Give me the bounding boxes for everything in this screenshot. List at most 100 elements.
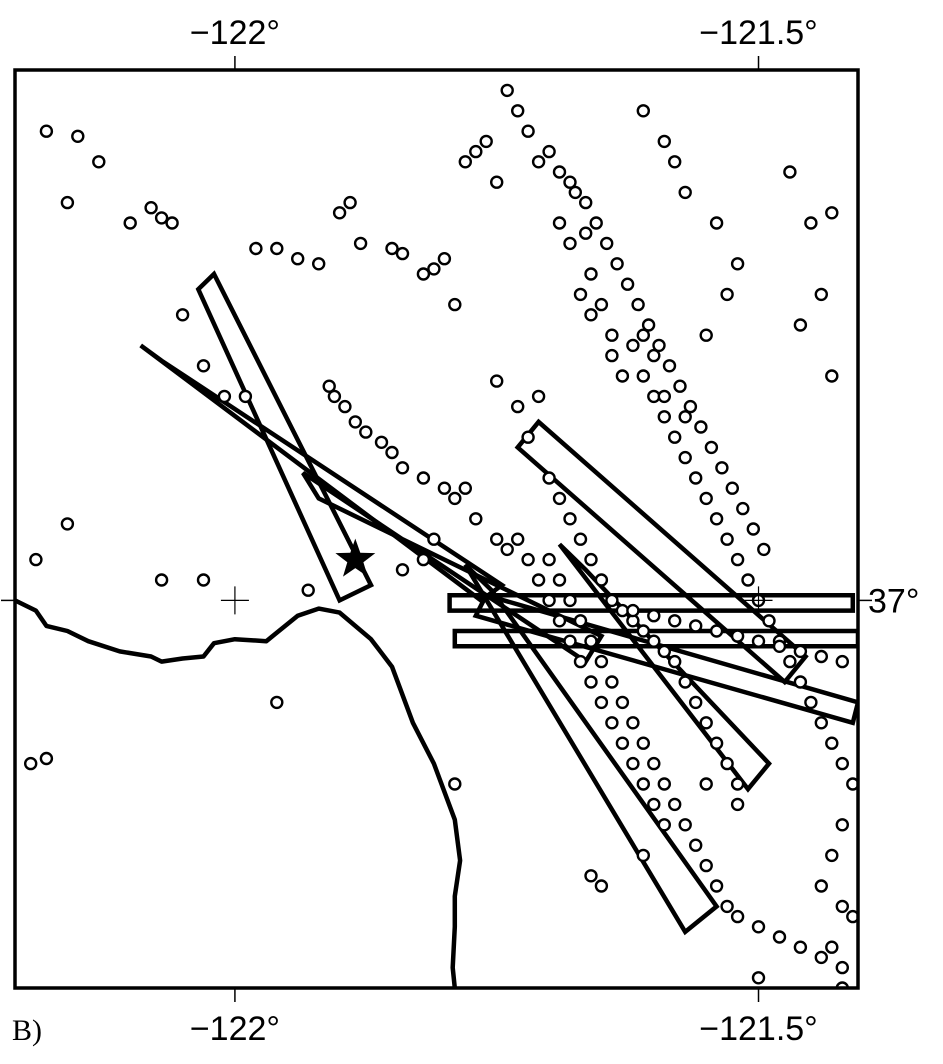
earthquake-point (825, 848, 839, 863)
earthquake-point (772, 930, 787, 944)
earthquake-point (92, 155, 106, 169)
earthquake-point (605, 716, 619, 730)
earthquake-point (542, 593, 556, 608)
earthquake-point (647, 634, 661, 648)
earthquake-point (620, 277, 635, 291)
earthquake-point (605, 328, 619, 342)
earthquake-point (657, 644, 671, 659)
earthquake-point (678, 185, 692, 200)
earthquake-point (730, 629, 745, 643)
earthquake-point (395, 563, 410, 577)
earthquake-point (657, 777, 671, 791)
earthquake-point (636, 369, 650, 383)
earthquake-point (720, 899, 734, 914)
earthquake-point (563, 236, 577, 251)
earthquake-point (584, 675, 598, 689)
earthquake-point (594, 297, 609, 312)
earthquake-point (327, 389, 342, 404)
earthquake-point (511, 104, 525, 118)
earthquake-point (338, 399, 352, 414)
earthquake-point (772, 639, 787, 653)
earthquake-point (29, 552, 43, 567)
earthquake-point (584, 552, 598, 567)
rupture-box-7 (447, 593, 856, 613)
earthquake-point (374, 435, 389, 449)
earthquake-point (814, 649, 828, 664)
earthquake-point (458, 155, 472, 169)
earthquake-point (699, 328, 713, 342)
earthquake-point (689, 619, 703, 633)
earthquake-point (626, 338, 640, 353)
earthquake-point (668, 654, 682, 669)
earthquake-point (552, 491, 567, 506)
earthquake-point (395, 246, 410, 261)
rupture-box-6 (452, 628, 858, 649)
earthquake-point (636, 624, 650, 638)
earthquake-point (500, 542, 514, 557)
earthquake-point (783, 654, 797, 669)
earthquake-point (804, 695, 818, 710)
earthquake-point (615, 695, 630, 710)
earthquake-point (720, 756, 734, 771)
earthquake-point (573, 532, 588, 546)
earthquake-point (584, 267, 598, 281)
earthquake-point (783, 165, 797, 179)
earthquake-point (563, 512, 577, 526)
earthquake-point (825, 940, 839, 954)
earthquake-point (568, 185, 582, 200)
earthquake-point (751, 920, 766, 934)
earthquake-point (751, 634, 766, 648)
earthquake-point (490, 374, 504, 388)
rupture-boxes (139, 270, 858, 936)
earthquake-point (835, 756, 849, 771)
earthquake-point (600, 236, 614, 251)
graticule-crosses (220, 586, 773, 615)
map-content (15, 83, 858, 988)
earthquake-point (573, 654, 588, 669)
earthquake-point (668, 614, 682, 628)
earthquake-point (531, 573, 546, 587)
earthquake-point (531, 155, 546, 169)
earthquake-point (490, 175, 504, 189)
earthquake-point (835, 899, 849, 914)
earthquake-point (647, 348, 661, 363)
earthquake-point (552, 573, 567, 587)
earthquake-point (793, 940, 808, 954)
map-frame (13, 68, 860, 990)
earthquake-point (542, 144, 556, 159)
graticule-cross-1 (744, 586, 773, 615)
earthquake-point (709, 879, 724, 893)
earthquake-point (825, 736, 839, 750)
earthquake-point (563, 634, 577, 648)
earthquake-point (626, 756, 640, 771)
earthquake-point (715, 461, 729, 475)
earthquake-point (662, 359, 677, 373)
earthquake-point (60, 517, 75, 531)
earthquake-point (751, 971, 766, 985)
earthquake-point (699, 777, 713, 791)
x-tick-label-bottom-0: −122° (190, 1010, 280, 1048)
earthquake-point (573, 287, 588, 302)
earthquake-point (720, 287, 734, 302)
earthquake-point (322, 379, 336, 393)
earthquake-point (552, 165, 567, 179)
earthquake-point (312, 257, 326, 271)
earthquake-point (563, 175, 577, 189)
earthquake-point (385, 445, 399, 460)
earthquake-point (332, 206, 347, 220)
earthquake-point (814, 287, 828, 302)
earthquake-point (579, 195, 593, 210)
earthquake-point (437, 252, 452, 266)
earthquake-point (563, 593, 577, 608)
earthquake-point (689, 838, 703, 852)
earthquake-point (584, 634, 598, 648)
x-tick-label-top-0: −122° (190, 14, 280, 52)
earthquake-point (631, 297, 645, 312)
earthquake-point (641, 318, 656, 332)
earthquake-point (196, 573, 211, 587)
earthquake-point (615, 369, 630, 383)
earthquake-point (657, 134, 671, 149)
earthquake-point (594, 654, 609, 669)
rupture-box-8 (472, 592, 858, 726)
